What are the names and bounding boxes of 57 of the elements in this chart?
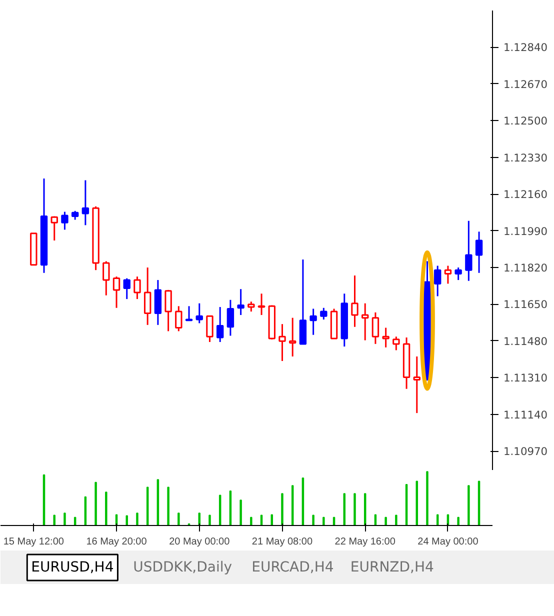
y-tick-label: 1.11990 [504,224,548,238]
candlestick [50,216,58,242]
candlestick [112,276,120,309]
candlestick [144,266,152,326]
candlestick [320,307,328,320]
candlestick [434,265,442,297]
candlestick [392,336,400,351]
y-tick-label: 1.11310 [504,372,548,385]
candlestick [382,327,390,348]
y-tick-label: 1.10970 [504,445,548,458]
text: USDDKK,Daily [133,560,232,576]
candlestick [444,265,452,284]
candlestick [206,315,214,343]
candlestick [134,276,141,300]
candlestick [216,306,224,343]
candlestick [82,179,90,226]
candlestick [175,305,182,332]
y-tick-label: 1.12500 [504,114,548,128]
x-tick-label: 20 May 00:00 [169,536,230,548]
candlestick [413,356,420,414]
x-tick-label: 24 May 00:00 [418,536,479,548]
candlestick [226,299,234,336]
candlestick [196,302,203,324]
candlestick [351,274,358,328]
text: EURCAD,H4 [252,560,334,576]
y-tick-label: 1.11820 [504,261,548,274]
candlestick [248,300,255,312]
candlestick [185,305,193,322]
x-tick-label: 22 May 16:00 [334,536,396,548]
text: EURUSD,H4 [31,560,114,576]
candlestick [299,258,307,345]
y-tick-label: 1.12840 [504,41,548,54]
candlestick [258,292,266,316]
candlestick [123,278,130,300]
candlestick [102,260,110,296]
text: EURNZD,H4 [350,560,434,576]
candlestick [288,317,296,358]
candlestick [237,288,244,316]
candlestick [362,302,369,342]
candlestick [475,230,483,274]
candlestick [278,323,286,362]
y-tick-label: 1.11650 [504,298,548,312]
y-tick-label: 1.12330 [504,151,548,164]
y-tick-label: 1.12160 [504,188,548,202]
candlestick [154,279,162,326]
candlestick [454,266,462,281]
candlestick [61,211,68,230]
candlestick [372,312,380,345]
x-tick-label: 21 May 08:00 [252,536,313,548]
y-tick-label: 1.12670 [504,78,548,91]
y-tick-label: 1.11140 [504,408,548,422]
x-tick-label: 16 May 20:00 [86,536,148,548]
candlestick [164,289,172,332]
candlestick [310,308,317,336]
x-tick-label: 15 May 12:00 [3,536,64,548]
candlestick [465,220,472,282]
y-tick-label: 1.11480 [504,334,548,348]
